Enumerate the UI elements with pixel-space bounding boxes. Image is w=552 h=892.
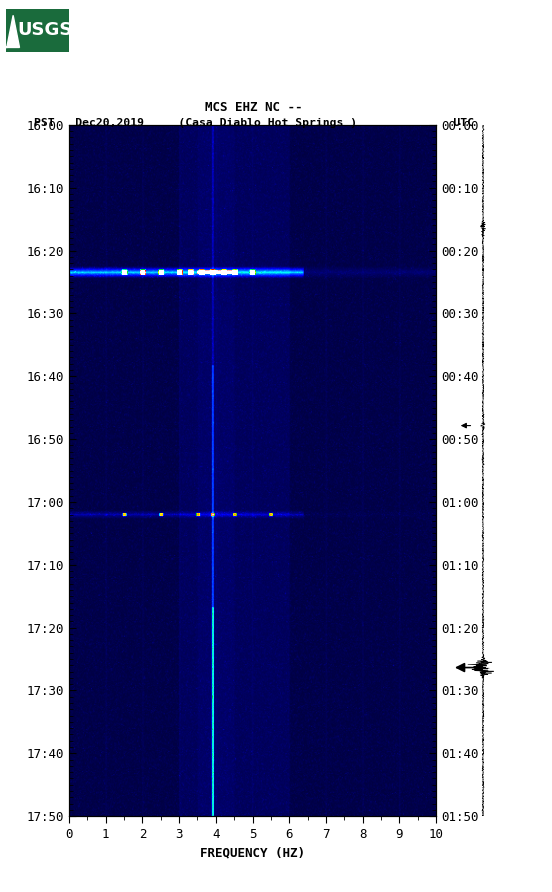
Polygon shape — [6, 15, 19, 47]
X-axis label: FREQUENCY (HZ): FREQUENCY (HZ) — [200, 847, 305, 860]
Text: PST   Dec20,2019     (Casa Diablo Hot Springs )              UTC: PST Dec20,2019 (Casa Diablo Hot Springs … — [34, 119, 474, 128]
Text: USGS: USGS — [17, 21, 72, 39]
Text: MCS EHZ NC --: MCS EHZ NC -- — [205, 101, 302, 114]
